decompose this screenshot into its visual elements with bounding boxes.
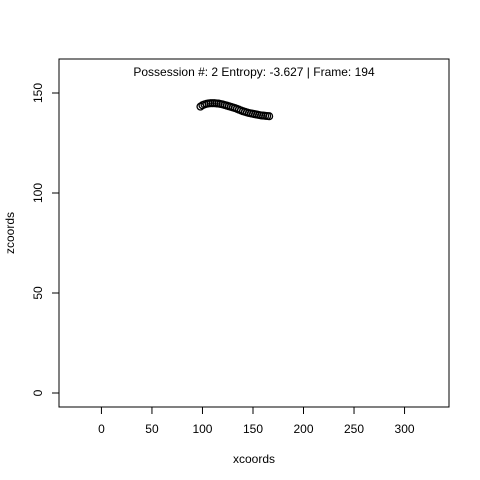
y-axis-label: zcoords [3,212,17,254]
x-tick-label: 100 [192,422,212,436]
y-tick-label: 0 [31,389,45,396]
x-tick-label: 150 [243,422,263,436]
data-points [196,99,274,121]
chart-title: Possession #: 2 Entropy: -3.627 | Frame:… [133,65,375,79]
y-tick-label: 150 [31,83,45,103]
y-tick-label: 100 [31,183,45,203]
x-tick-label: 300 [395,422,415,436]
data-point [265,112,274,121]
x-tick-label: 0 [98,422,105,436]
x-tick-label: 50 [145,422,159,436]
x-tick-label: 200 [293,422,313,436]
y-axis: 0 50 100 150 [31,83,60,396]
x-axis-label: xcoords [233,452,275,466]
x-axis: 0 50 100 150 200 250 300 [98,406,415,436]
y-tick-label: 50 [31,286,45,300]
x-tick-label: 250 [344,422,364,436]
